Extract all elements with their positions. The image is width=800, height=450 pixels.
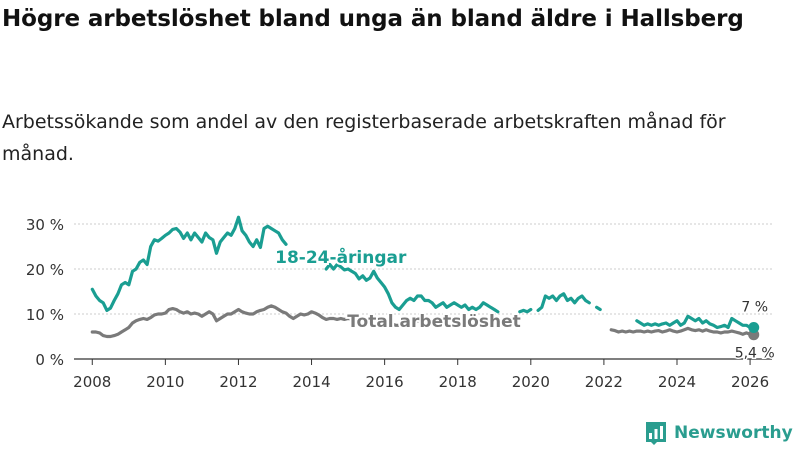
- series-line-youth: [90, 215, 756, 330]
- end-label-total: 5,4 %: [735, 346, 775, 362]
- y-tick-label: 10 %: [26, 306, 64, 324]
- series-label-total: Total arbetslöshet: [347, 312, 521, 332]
- x-tick-label: 2016: [366, 373, 404, 391]
- x-tick-label: 2024: [658, 373, 696, 391]
- x-tick-label: 2020: [512, 373, 550, 391]
- y-tick-label: 20 %: [26, 261, 64, 279]
- chart-title: Högre arbetslöshet bland unga än bland ä…: [2, 6, 744, 32]
- x-tick-label: 2022: [585, 373, 623, 391]
- x-tick-label: 2018: [439, 373, 477, 391]
- brand-name: Newsworthy: [674, 423, 793, 443]
- y-tick-label: 30 %: [26, 216, 64, 234]
- x-tick-label: 2010: [146, 373, 184, 391]
- series-line-total: [90, 304, 756, 339]
- newsworthy-logo-icon: [646, 422, 666, 445]
- x-tick-label: 2026: [731, 373, 769, 391]
- end-point-youth: [748, 322, 760, 333]
- y-tick-label: 0 %: [35, 351, 64, 369]
- series-label-youth: 18-24-åringar: [275, 246, 407, 268]
- end-label-youth: 7 %: [741, 300, 768, 316]
- x-tick-label: 2014: [292, 373, 330, 391]
- x-tick-label: 2012: [219, 373, 257, 391]
- x-tick-label: 2008: [73, 373, 111, 391]
- chart-subtitle: Arbetssökande som andel av den registerb…: [2, 111, 726, 165]
- brand-logo: Newsworthy: [644, 418, 793, 448]
